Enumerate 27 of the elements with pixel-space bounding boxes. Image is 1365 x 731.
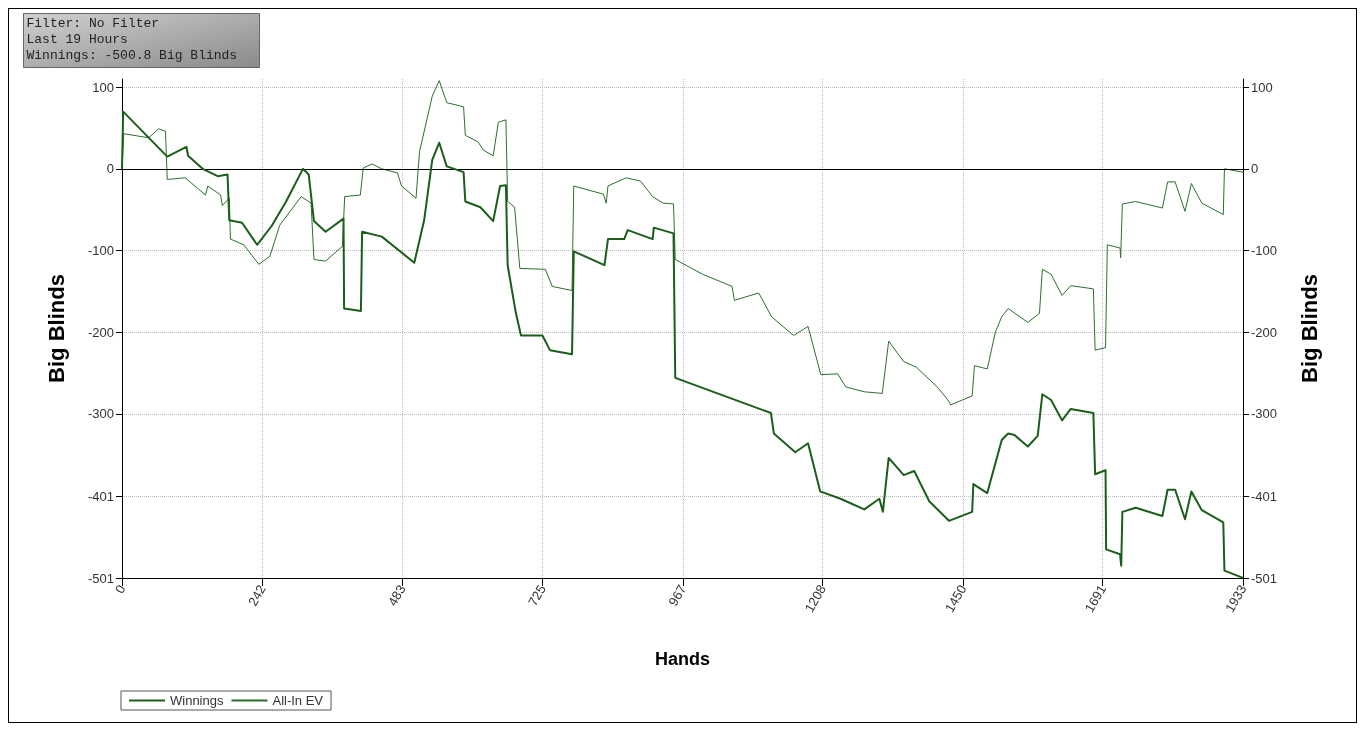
- y-tick-label: 0: [106, 161, 114, 177]
- y2-axis-title: Big Blinds: [1296, 274, 1322, 383]
- y2-tick-label: -501: [1251, 570, 1278, 586]
- y2-tick-label: -401: [1251, 488, 1278, 504]
- y-tick-label: -501: [87, 570, 114, 586]
- legend-label: All-In EV: [272, 693, 324, 708]
- x-axis-title: Hands: [654, 649, 711, 669]
- legend-label: Winnings: [170, 693, 224, 708]
- y-tick-label: -401: [87, 488, 114, 504]
- y2-tick-label: 0: [1251, 161, 1259, 177]
- y-tick-label: -300: [87, 406, 114, 422]
- x-tick-label: 725: [525, 582, 549, 609]
- x-tick-label: 967: [665, 582, 690, 609]
- x-tick-label: 0: [111, 582, 129, 597]
- text: Winnings: -500.8 Big Blinds: [26, 47, 238, 63]
- y2-tick-label: -100: [1251, 243, 1278, 259]
- y-tick-label: -200: [87, 324, 114, 340]
- y-axis-title: Big Blinds: [43, 274, 69, 383]
- text: Last 19 Hours: [26, 31, 128, 47]
- y-tick-label: 100: [92, 79, 114, 95]
- x-tick-label: 483: [384, 582, 409, 609]
- text: Filter: No Filter: [26, 15, 160, 31]
- y2-tick-label: -200: [1251, 324, 1278, 340]
- y-tick-label: -100: [87, 243, 114, 259]
- y2-tick-label: -300: [1251, 406, 1278, 422]
- y2-tick-label: 100: [1251, 79, 1273, 95]
- x-tick-label: 242: [245, 582, 269, 609]
